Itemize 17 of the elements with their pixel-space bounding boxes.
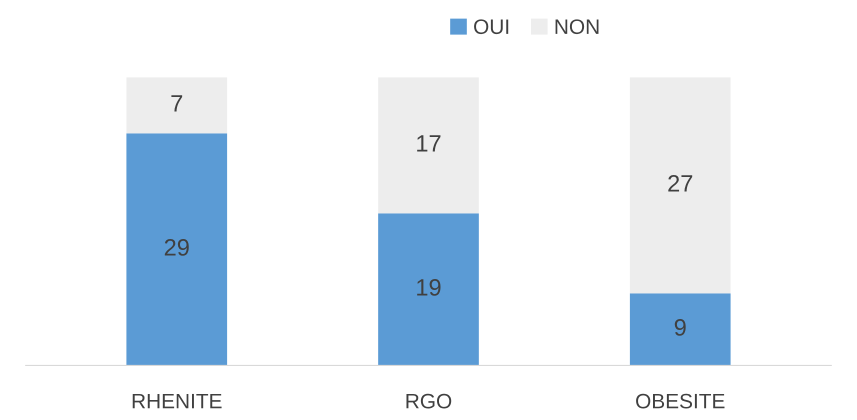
data-label: 19	[417, 279, 441, 296]
bar	[126, 133, 228, 366]
data-label: 27	[668, 175, 692, 192]
bar	[378, 77, 479, 214]
bar	[126, 77, 228, 134]
legend-label: OUI	[474, 19, 508, 34]
bar	[630, 77, 731, 294]
data-label: 29	[164, 239, 189, 256]
legend-label: NON	[556, 19, 598, 34]
data-label: 9	[674, 319, 686, 336]
x-tick-label: RHENITE	[132, 394, 222, 408]
bar	[630, 293, 731, 366]
x-tick-label: OBESITE	[636, 394, 724, 408]
data-label: 17	[417, 135, 440, 152]
bar	[378, 213, 479, 366]
x-tick-label: RGO	[406, 394, 452, 408]
data-label: 7	[171, 95, 182, 112]
